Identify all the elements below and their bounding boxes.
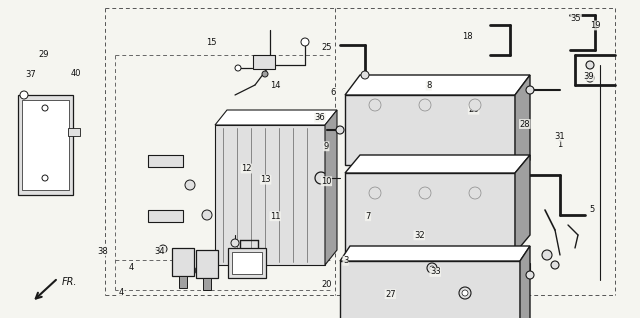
Bar	[148, 210, 183, 222]
Text: 1: 1	[557, 140, 563, 149]
Text: 10: 10	[321, 177, 332, 186]
Polygon shape	[345, 173, 515, 253]
Circle shape	[231, 239, 239, 247]
Text: 8: 8	[426, 81, 431, 90]
Text: 36: 36	[315, 113, 325, 122]
Bar	[253, 55, 275, 69]
Text: 32: 32	[414, 231, 424, 240]
Text: 30: 30	[187, 267, 197, 276]
Bar	[179, 276, 187, 288]
Bar	[172, 248, 194, 276]
Bar	[68, 128, 80, 136]
Text: 4: 4	[119, 288, 124, 297]
Circle shape	[369, 187, 381, 199]
Bar	[148, 155, 183, 167]
Bar	[22, 100, 69, 190]
Bar	[228, 248, 266, 278]
Text: 28: 28	[520, 120, 530, 128]
Circle shape	[301, 38, 309, 46]
Circle shape	[526, 86, 534, 94]
Circle shape	[586, 74, 594, 82]
Circle shape	[202, 210, 212, 220]
Text: FR.: FR.	[62, 277, 77, 287]
Text: 19: 19	[590, 21, 600, 30]
Polygon shape	[215, 110, 337, 125]
Bar	[148, 155, 183, 167]
Circle shape	[42, 105, 48, 111]
Circle shape	[526, 271, 534, 279]
Circle shape	[459, 287, 471, 299]
Bar	[230, 260, 260, 278]
Circle shape	[20, 91, 28, 99]
Circle shape	[185, 180, 195, 190]
Bar	[196, 250, 218, 278]
Circle shape	[262, 71, 268, 77]
Text: 9: 9	[324, 142, 329, 151]
Bar	[203, 278, 211, 290]
Text: 29: 29	[38, 50, 49, 59]
Text: 18: 18	[462, 32, 472, 41]
Text: 31: 31	[555, 132, 565, 141]
Text: 27: 27	[385, 290, 396, 299]
Bar	[18, 95, 73, 195]
Text: 25: 25	[321, 43, 332, 52]
Polygon shape	[215, 125, 325, 265]
Text: 20: 20	[321, 280, 332, 289]
Text: 7: 7	[365, 212, 371, 221]
Text: 15: 15	[206, 38, 216, 47]
Circle shape	[469, 187, 481, 199]
Polygon shape	[515, 155, 530, 253]
Text: 3: 3	[343, 256, 348, 265]
Text: ECU: ECU	[239, 271, 252, 275]
Circle shape	[586, 61, 594, 69]
Polygon shape	[340, 261, 520, 318]
Circle shape	[551, 261, 559, 269]
Circle shape	[369, 99, 381, 111]
Circle shape	[361, 71, 369, 79]
Circle shape	[542, 250, 552, 260]
Text: 39: 39	[584, 72, 594, 81]
Polygon shape	[325, 110, 337, 265]
Circle shape	[336, 126, 344, 134]
Text: 34: 34	[155, 247, 165, 256]
Circle shape	[419, 187, 431, 199]
Circle shape	[419, 99, 431, 111]
Circle shape	[462, 290, 468, 296]
Bar	[232, 252, 262, 274]
Polygon shape	[340, 246, 530, 261]
Circle shape	[42, 175, 48, 181]
Text: 40: 40	[70, 69, 81, 78]
Text: 6: 6	[330, 88, 335, 97]
Circle shape	[469, 99, 481, 111]
Text: 4: 4	[129, 263, 134, 272]
Text: 33: 33	[430, 267, 440, 276]
Circle shape	[235, 65, 241, 71]
Polygon shape	[520, 246, 530, 318]
Text: 11: 11	[270, 212, 280, 221]
Text: 5: 5	[589, 205, 595, 214]
Polygon shape	[515, 75, 530, 165]
Polygon shape	[345, 95, 515, 165]
Text: 14: 14	[270, 81, 280, 90]
Circle shape	[159, 245, 167, 253]
Text: 38: 38	[97, 247, 108, 256]
Text: 13: 13	[260, 175, 271, 184]
Polygon shape	[345, 75, 530, 95]
Text: 12: 12	[241, 164, 252, 173]
Text: 26: 26	[468, 105, 479, 114]
Circle shape	[430, 266, 434, 270]
Text: 37: 37	[26, 70, 36, 79]
Polygon shape	[345, 155, 530, 173]
Circle shape	[427, 263, 437, 273]
Text: 35: 35	[571, 14, 581, 23]
